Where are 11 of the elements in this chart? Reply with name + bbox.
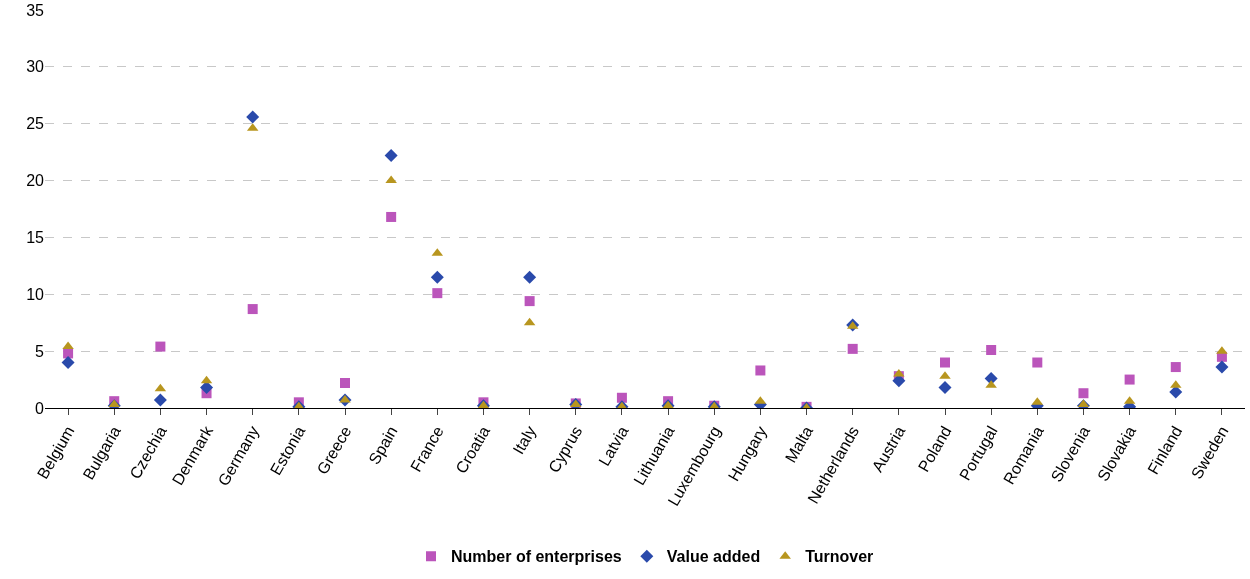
y-tick-label: 0 — [35, 399, 45, 417]
y-tick-label: 20 — [26, 172, 45, 190]
legend-label: Value added — [666, 548, 761, 566]
y-tick-label: 15 — [26, 229, 45, 247]
y-tick-label: 10 — [26, 285, 45, 303]
legend-label: Turnover — [805, 548, 874, 566]
y-tick-label: 30 — [26, 58, 45, 76]
legend-label: Number of enterprises — [451, 548, 622, 566]
y-tick-label: 5 — [35, 342, 45, 360]
y-tick-label: 25 — [26, 115, 45, 133]
y-tick-label: 35 — [26, 1, 45, 19]
